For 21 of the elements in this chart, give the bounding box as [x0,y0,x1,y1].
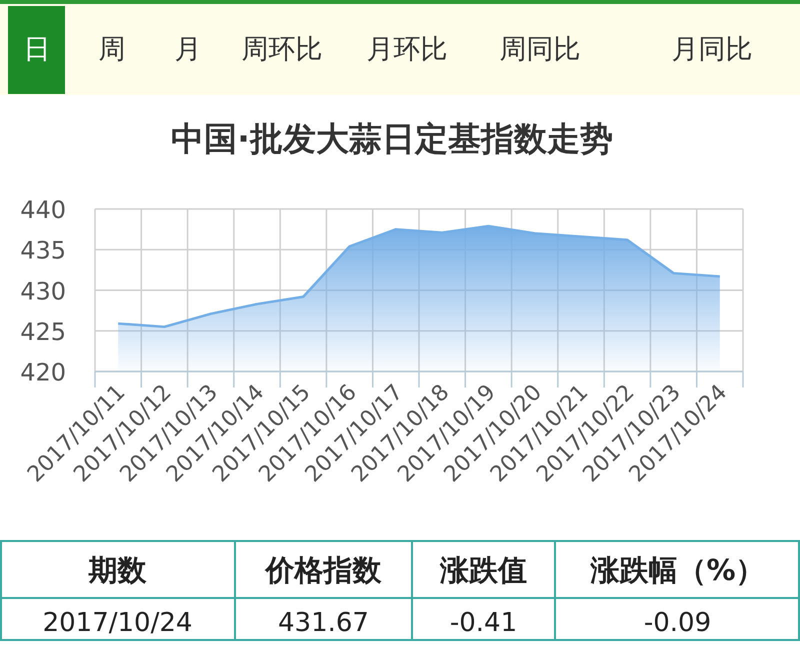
text: 日 [24,34,50,65]
text: 431.67 [278,608,369,638]
text: 期数 [88,553,148,587]
text: 月同比 [672,34,752,65]
text: 周同比 [500,34,580,65]
text: 涨跌值 [439,553,527,587]
y-tick-label: 440 [20,196,66,224]
chart-title: 中国·批发大蒜日定基指数走势 [171,119,613,158]
text: 2017/10/24 [42,608,192,638]
text: -0.09 [644,608,712,638]
text: 月环比 [366,34,448,65]
y-tick-label: 435 [20,236,66,265]
text: 月 [174,34,202,65]
y-tick-label: 420 [20,358,66,386]
text: 周 [98,34,126,65]
text: 涨跌幅（%） [589,553,765,587]
text: 周环比 [242,34,322,65]
text: 价格指数 [264,553,382,587]
text: -0.41 [450,608,518,638]
y-tick-label: 425 [20,318,66,346]
y-tick-label: 430 [20,277,66,306]
